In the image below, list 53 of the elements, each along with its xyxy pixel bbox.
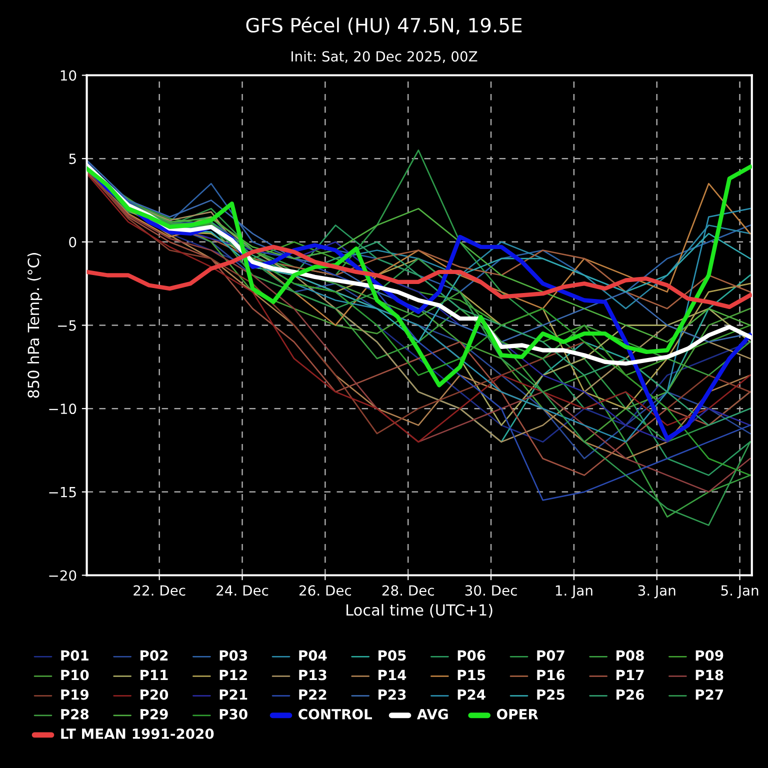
legend-label: P05: [378, 650, 406, 661]
legend-label: P29: [140, 708, 168, 720]
x-tick-label: 1. Jan: [556, 585, 592, 598]
legend-label: P14: [378, 670, 406, 680]
legend-label: P26: [616, 689, 644, 700]
chart-subtitle: Init: Sat, 20 Dec 2025, 00Z: [292, 50, 478, 64]
legend-label: P13: [299, 670, 326, 680]
x-tick-label: 30. Dec: [465, 585, 517, 596]
y-tick-label: −20: [49, 570, 76, 581]
y-tick-label: 5: [69, 154, 76, 164]
x-tick-label: 22. Dec: [134, 585, 186, 596]
legend-label: P20: [140, 689, 168, 700]
legend-label: P09: [696, 650, 724, 661]
y-tick-label: −5: [58, 320, 76, 331]
legend-label: OPER: [496, 708, 538, 720]
legend-label: P25: [537, 689, 564, 700]
legend-label: P22: [299, 689, 326, 700]
y-tick-label: 0: [69, 236, 76, 248]
legend-label: P19: [61, 689, 89, 700]
legend-label: P11: [140, 670, 168, 680]
y-tick-label: 10: [60, 70, 76, 81]
legend-label: P16: [537, 670, 565, 680]
legend-label: P17: [616, 670, 644, 680]
x-tick-label: 3. Jan: [638, 585, 676, 598]
x-tick-label: 28. Dec: [382, 585, 434, 596]
x-tick-label: 26. Dec: [300, 585, 352, 596]
y-tick-label: −10: [49, 404, 76, 414]
legend-label: P07: [537, 650, 564, 661]
legend-label: CONTROL: [298, 708, 372, 720]
legend-label: P12: [220, 670, 247, 680]
legend-label: AVG: [416, 708, 448, 720]
legend-label: P28: [61, 708, 89, 720]
legend-label: P15: [458, 670, 486, 680]
legend-label: P08: [616, 650, 644, 661]
legend-label: P06: [458, 650, 486, 661]
legend-label: P04: [299, 650, 327, 661]
legend-label: LT MEAN 1991-2020: [61, 728, 214, 740]
legend-label: P21: [220, 689, 248, 700]
legend-label: P30: [220, 708, 248, 720]
legend-label: P10: [61, 670, 89, 680]
x-tick-label: 5. Jan: [721, 585, 758, 598]
y-tick-label: −15: [49, 487, 76, 498]
chart-title: GFS Pécel (HU) 47.5N, 19.5E: [246, 16, 522, 35]
y-axis-title: 850 hPa Temp. (°C): [27, 253, 42, 398]
x-axis-title: Local time (UTC+1): [346, 604, 492, 618]
legend-label: P24: [458, 689, 486, 700]
legend-label: P01: [61, 650, 88, 661]
legend-label: P27: [696, 689, 723, 700]
x-tick-label: 24. Dec: [216, 585, 268, 596]
legend-label: P23: [378, 689, 406, 700]
legend-label: P18: [696, 670, 724, 680]
legend-label: P02: [140, 650, 168, 661]
legend-label: P03: [220, 650, 247, 661]
